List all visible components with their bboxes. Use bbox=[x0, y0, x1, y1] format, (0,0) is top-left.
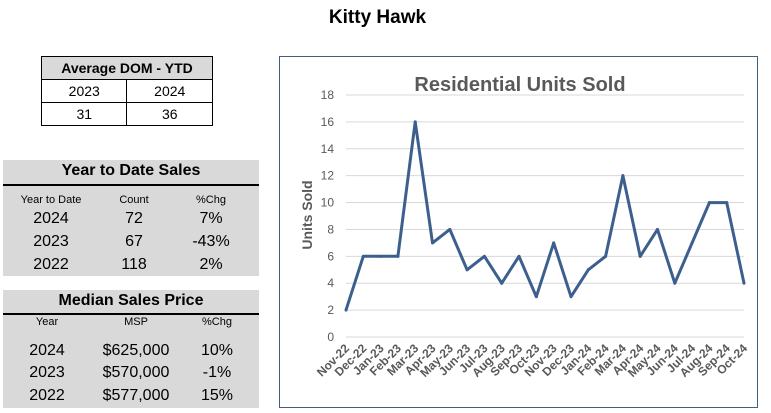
y-tick-label: 16 bbox=[321, 115, 335, 129]
ytd-divider bbox=[3, 184, 259, 186]
series-line bbox=[344, 120, 746, 312]
dom-header: Average DOM - YTD bbox=[41, 56, 213, 80]
msp-col-chg: %Chg bbox=[202, 316, 232, 328]
residential-units-sold-chart: Residential Units Sold Units Sold 0 2 4 6 8 1… bbox=[279, 56, 758, 408]
y-tick-label: 2 bbox=[327, 303, 334, 317]
msp-col-price: MSP bbox=[124, 316, 148, 328]
y-tick-label: 8 bbox=[327, 222, 334, 236]
ytd-row-count: 118 bbox=[121, 256, 147, 273]
data-point bbox=[482, 254, 486, 258]
data-point bbox=[707, 201, 711, 205]
average-dom-table: Average DOM - YTD 2023 2024 31 36 bbox=[40, 56, 213, 126]
data-point bbox=[690, 241, 694, 245]
ytd-col-chg: %Chg bbox=[196, 194, 226, 206]
dom-year-2023: 2023 bbox=[40, 79, 128, 103]
year-to-date-sales-panel: Year to Date Sales Year to Date Count %C… bbox=[3, 160, 259, 276]
data-point bbox=[379, 254, 383, 258]
data-point bbox=[673, 281, 677, 285]
data-point bbox=[448, 227, 452, 231]
data-point bbox=[361, 254, 365, 258]
y-axis-ticks: 0 2 4 6 8 10 12 14 16 18 bbox=[321, 88, 335, 344]
y-tick-label: 12 bbox=[321, 169, 335, 183]
ytd-row-chg: 2% bbox=[199, 256, 223, 273]
msp-row-year: 2022 bbox=[29, 387, 65, 404]
y-tick-label: 14 bbox=[321, 142, 335, 156]
data-point bbox=[534, 295, 538, 299]
data-point bbox=[569, 295, 573, 299]
ytd-row-year: 2024 bbox=[33, 210, 69, 227]
dom-year-2024: 2024 bbox=[126, 79, 213, 103]
ytd-title: Year to Date Sales bbox=[61, 162, 201, 179]
msp-title: Median Sales Price bbox=[58, 292, 204, 309]
ytd-col-year: Year to Date bbox=[20, 194, 82, 206]
data-point bbox=[655, 227, 659, 231]
series-line-path bbox=[344, 120, 746, 311]
data-point bbox=[517, 254, 521, 258]
y-tick-label: 4 bbox=[327, 276, 334, 290]
data-point bbox=[621, 174, 625, 178]
data-point bbox=[500, 281, 504, 285]
msp-row-price: $570,000 bbox=[102, 364, 170, 381]
chart-title: Residential Units Sold bbox=[414, 74, 625, 96]
ytd-row-chg: 7% bbox=[199, 210, 223, 227]
msp-col-year: Year bbox=[35, 316, 59, 328]
y-tick-label: 10 bbox=[321, 196, 335, 210]
msp-row-price: $577,000 bbox=[102, 387, 170, 404]
data-point bbox=[552, 241, 556, 245]
page-title: Kitty Hawk bbox=[328, 7, 427, 28]
x-axis-ticks: Nov-22Dec-22Jan-23Feb-23Mar-23Apr-23May-… bbox=[314, 341, 750, 380]
ytd-row-count: 72 bbox=[125, 210, 143, 227]
data-point bbox=[396, 254, 400, 258]
grid-lines bbox=[346, 94, 744, 338]
data-point bbox=[344, 308, 348, 312]
msp-row-year: 2024 bbox=[29, 342, 65, 359]
y-tick-label: 0 bbox=[327, 330, 334, 344]
y-tick-label: 18 bbox=[321, 88, 335, 102]
ytd-row-year: 2023 bbox=[33, 233, 69, 250]
data-point bbox=[465, 268, 469, 272]
msp-row-chg: 10% bbox=[200, 342, 234, 359]
msp-row-year: 2023 bbox=[29, 364, 65, 381]
y-tick-label: 6 bbox=[327, 249, 334, 263]
ytd-row-chg: -43% bbox=[192, 233, 230, 250]
msp-divider bbox=[3, 313, 259, 315]
data-point bbox=[586, 268, 590, 272]
data-point bbox=[431, 241, 435, 245]
chart-canvas: Residential Units Sold Units Sold 0 2 4 6 8 1… bbox=[299, 74, 750, 380]
dom-value-2023: 31 bbox=[40, 102, 128, 126]
msp-row-price: $625,000 bbox=[102, 342, 170, 359]
ytd-row-year: 2022 bbox=[33, 256, 69, 273]
data-point bbox=[725, 201, 729, 205]
ytd-row-count: 67 bbox=[125, 233, 143, 250]
data-point bbox=[604, 254, 608, 258]
data-point bbox=[413, 120, 417, 124]
ytd-col-count: Count bbox=[119, 194, 149, 206]
data-point bbox=[638, 254, 642, 258]
dom-value-2024: 36 bbox=[126, 102, 213, 126]
y-axis-label: Units Sold bbox=[299, 180, 315, 249]
data-point bbox=[742, 281, 746, 285]
msp-row-chg: -1% bbox=[202, 364, 232, 381]
msp-row-chg: 15% bbox=[200, 387, 234, 404]
median-sales-price-panel: Median Sales Price Year MSP %Chg 2024 $6… bbox=[3, 290, 259, 408]
